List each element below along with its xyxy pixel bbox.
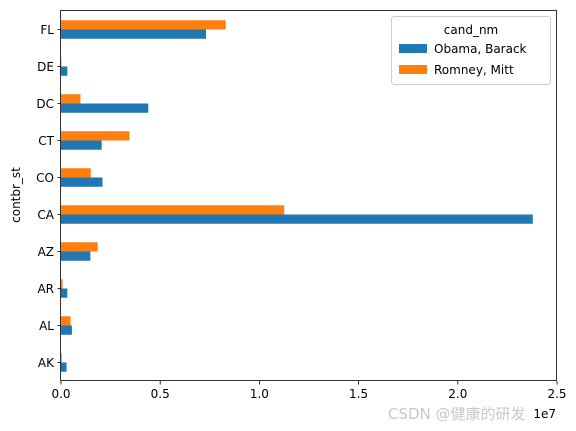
bar-obama-az [61, 251, 91, 261]
y-tick-label-dc: DC [36, 97, 54, 111]
x-axis-ticks: 0.0 0.5 1.0 1.5 2.0 2.5 [51, 381, 567, 401]
bar-romney-ak [61, 353, 62, 363]
bar-obama-ct [61, 140, 102, 150]
bar-obama-de [61, 66, 68, 76]
y-tick-label-ct: CT [38, 134, 54, 148]
y-axis-ticks: AK AL AR AZ CA CO CT DC DE FL [36, 23, 61, 370]
legend-frame [391, 16, 551, 85]
bar-obama-ak [61, 362, 67, 372]
y-tick-label-fl: FL [40, 23, 54, 37]
y-tick-label-ca: CA [37, 208, 54, 222]
bar-romney-ar [61, 279, 63, 289]
y-tick-label-az: AZ [38, 245, 54, 259]
watermark: CSDN @健康的研发 [388, 405, 526, 423]
x-tick-label: 2.0 [448, 387, 467, 401]
legend-label-obama: Obama, Barack [434, 42, 527, 56]
legend-swatch-obama [399, 44, 427, 53]
bar-obama-al [61, 325, 72, 335]
bar-obama-co [61, 177, 103, 187]
bar-obama-dc [61, 103, 149, 113]
bar-romney-ct [61, 131, 130, 141]
x-tick-label: 0.5 [151, 387, 170, 401]
legend: cand_nm Obama, Barack Romney, Mitt [391, 16, 551, 85]
x-tick-label: 0.0 [51, 387, 70, 401]
bar-obama-fl [61, 29, 207, 39]
bar-romney-ca [61, 205, 285, 215]
bar-obama-ca [61, 214, 533, 224]
y-axis-label: contbr_st [9, 167, 23, 223]
bar-romney-co [61, 168, 91, 178]
bar-romney-dc [61, 94, 81, 104]
bar-romney-az [61, 242, 98, 252]
plot-frame [60, 10, 557, 381]
bars-group [61, 20, 533, 372]
y-tick-label-al: AL [39, 319, 54, 333]
y-tick-label-de: DE [37, 60, 54, 74]
legend-swatch-romney [399, 65, 427, 74]
bar-romney-fl [61, 20, 226, 30]
y-tick-label-ar: AR [37, 282, 54, 296]
y-tick-label-ak: AK [38, 356, 55, 370]
x-axis-offset-text: 1e7 [533, 407, 556, 421]
x-tick-label: 1.5 [349, 387, 368, 401]
legend-title: cand_nm [444, 23, 498, 37]
bar-romney-al [61, 316, 71, 326]
legend-label-romney: Romney, Mitt [434, 63, 514, 77]
x-tick-label: 2.5 [547, 387, 566, 401]
bar-obama-ar [61, 288, 68, 298]
x-tick-label: 1.0 [250, 387, 269, 401]
y-tick-label-co: CO [36, 171, 54, 185]
